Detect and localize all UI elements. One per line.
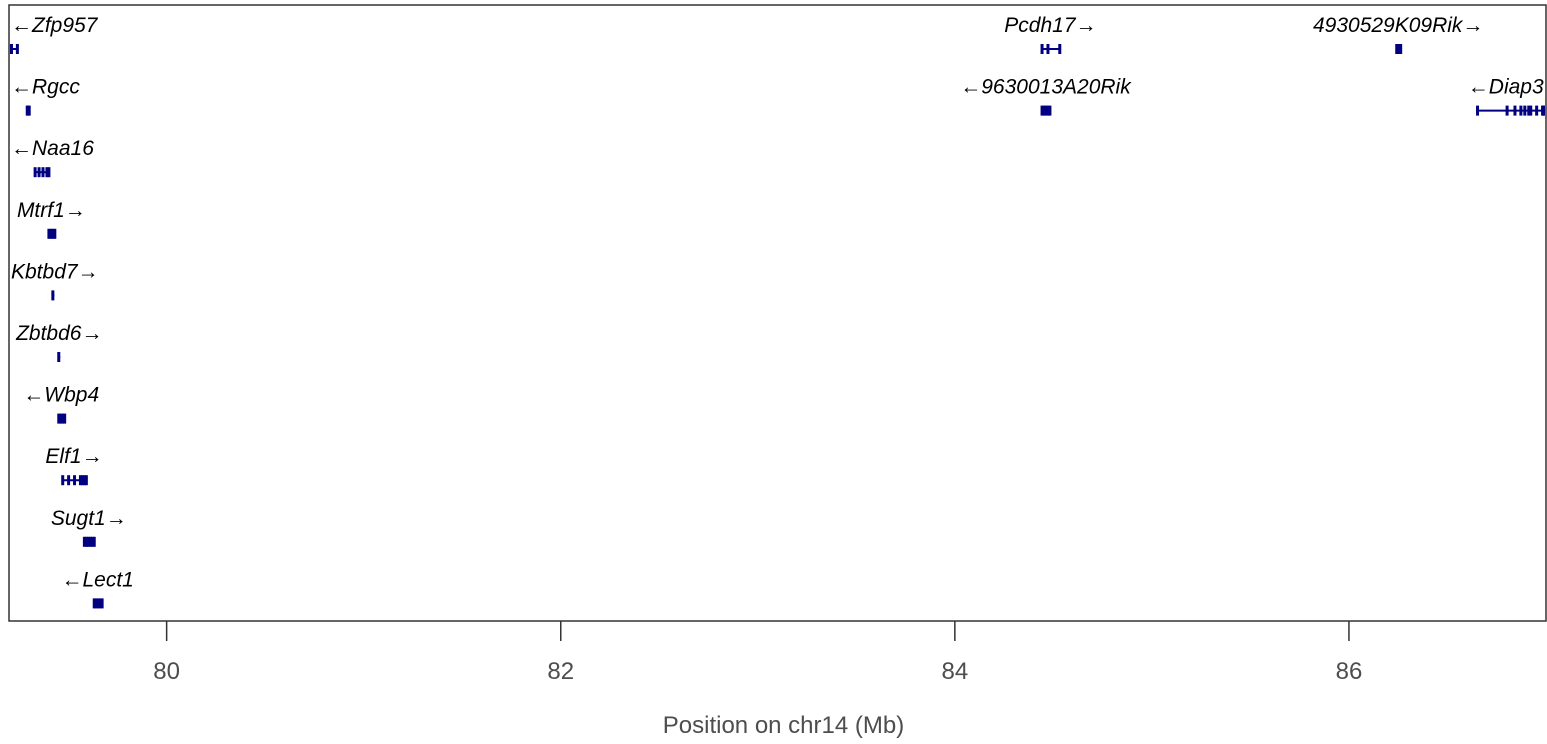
exon-mark	[15, 44, 19, 54]
gene-4930529K09Rik: 4930529K09Rik→	[1313, 14, 1483, 54]
exon-mark	[53, 228, 57, 239]
x-axis: 80 82 84 86	[153, 621, 1362, 685]
exon-mark	[1395, 44, 1399, 54]
exon-mark	[1513, 105, 1517, 116]
x-tick-label: 86	[1336, 658, 1363, 685]
exon-mark	[1044, 105, 1048, 116]
exon-mark	[1399, 44, 1403, 54]
exon-mark	[86, 536, 90, 547]
x-axis-title: Position on chr14 (Mb)	[663, 712, 904, 739]
exon-mark	[78, 475, 82, 486]
gene-Sugt1: Sugt1→	[51, 507, 127, 547]
exon-mark	[57, 413, 61, 424]
exon-mark	[61, 475, 65, 486]
gene-label: ←Wbp4	[23, 384, 99, 407]
exon-mark	[1505, 105, 1509, 116]
gene-Zbtbd6: Zbtbd6→	[15, 322, 102, 362]
exon-mark	[1397, 44, 1401, 54]
gene-label: Mtrf1→	[17, 199, 86, 222]
exon-mark	[1040, 44, 1044, 54]
gene-Mtrf1: Mtrf1→	[17, 199, 86, 239]
exon-mark	[80, 475, 84, 486]
exon-mark	[94, 598, 98, 609]
exon-mark	[1542, 105, 1545, 116]
exon-mark	[37, 167, 41, 178]
exon-mark	[61, 413, 65, 424]
exon-mark	[98, 598, 102, 609]
gene-Elf1: Elf1→	[45, 445, 103, 486]
gene-label: Zbtbd6→	[15, 322, 102, 345]
gene-label: ←Zfp957	[11, 14, 99, 37]
gene-label: Pcdh17→	[1004, 14, 1096, 37]
exon-mark	[84, 475, 88, 486]
gene-Wbp4: ←Wbp4	[23, 384, 99, 424]
exon-mark	[33, 167, 37, 178]
gene-label: 4930529K09Rik→	[1313, 14, 1483, 37]
exon-mark	[1476, 105, 1480, 116]
gene-Rgcc: ←Rgcc	[11, 76, 80, 116]
gene-label: ←Rgcc	[11, 76, 80, 99]
exon-mark	[1529, 105, 1533, 116]
gene-label: ←9630013A20Rik	[960, 76, 1132, 99]
gene-label: Kbtbd7→	[11, 260, 99, 283]
exon-mark	[9, 44, 13, 54]
exon-mark	[84, 536, 88, 547]
genes-layer: ←Zfp957 ←Rgcc ←Naa16 Mtrf1→ Kbtbd7→ Zbtbd6→ ←W…	[9, 14, 1545, 609]
exon-mark	[47, 228, 51, 239]
exon-mark	[92, 536, 96, 547]
exon-mark	[51, 290, 55, 301]
x-tick-label: 82	[547, 658, 574, 685]
gene-label: ←Naa16	[11, 137, 94, 160]
exon-mark	[27, 105, 31, 116]
gene-Kbtbd7: Kbtbd7→	[11, 260, 99, 301]
gene-label: ←Diap3	[1468, 76, 1544, 99]
gene-Naa16: ←Naa16	[11, 137, 94, 178]
exon-mark	[67, 475, 71, 486]
exon-mark	[88, 536, 92, 547]
exon-mark	[1527, 105, 1531, 116]
exon-mark	[82, 475, 86, 486]
exon-mark	[51, 228, 55, 239]
exon-mark	[96, 598, 100, 609]
exon-mark	[92, 598, 96, 609]
exon-mark	[63, 413, 67, 424]
gene-9630013A20Rik: ←9630013A20Rik	[960, 76, 1132, 116]
exon-mark	[49, 228, 53, 239]
gene-label: Sugt1→	[51, 507, 127, 530]
gene-label: Elf1→	[45, 445, 102, 468]
exon-mark	[1058, 44, 1062, 54]
exon-mark	[1523, 105, 1527, 116]
exon-mark	[59, 413, 63, 424]
x-tick-label: 84	[941, 658, 968, 685]
exon-mark	[1046, 105, 1050, 116]
gene-label: ←Lect1	[61, 568, 133, 591]
exon-mark	[1535, 105, 1539, 116]
exon-mark	[82, 536, 86, 547]
gene-Pcdh17: Pcdh17→	[1004, 14, 1097, 54]
exon-mark	[1048, 105, 1052, 116]
exon-mark	[73, 475, 77, 486]
exon-mark	[1519, 105, 1523, 116]
exon-mark	[45, 167, 49, 178]
x-tick-label: 80	[153, 658, 180, 685]
plot-frame	[8, 4, 1547, 622]
exon-mark	[100, 598, 104, 609]
gene-Lect1: ←Lect1	[61, 568, 134, 609]
exon-mark	[1040, 105, 1044, 116]
gene-Zfp957: ←Zfp957	[9, 14, 99, 54]
exon-mark	[57, 352, 61, 362]
exon-mark	[41, 167, 45, 178]
exon-mark	[90, 536, 94, 547]
exon-mark	[1046, 44, 1050, 54]
exon-mark	[1042, 105, 1046, 116]
exon-mark	[47, 167, 51, 178]
gene-Diap3: ←Diap3	[1468, 76, 1545, 116]
